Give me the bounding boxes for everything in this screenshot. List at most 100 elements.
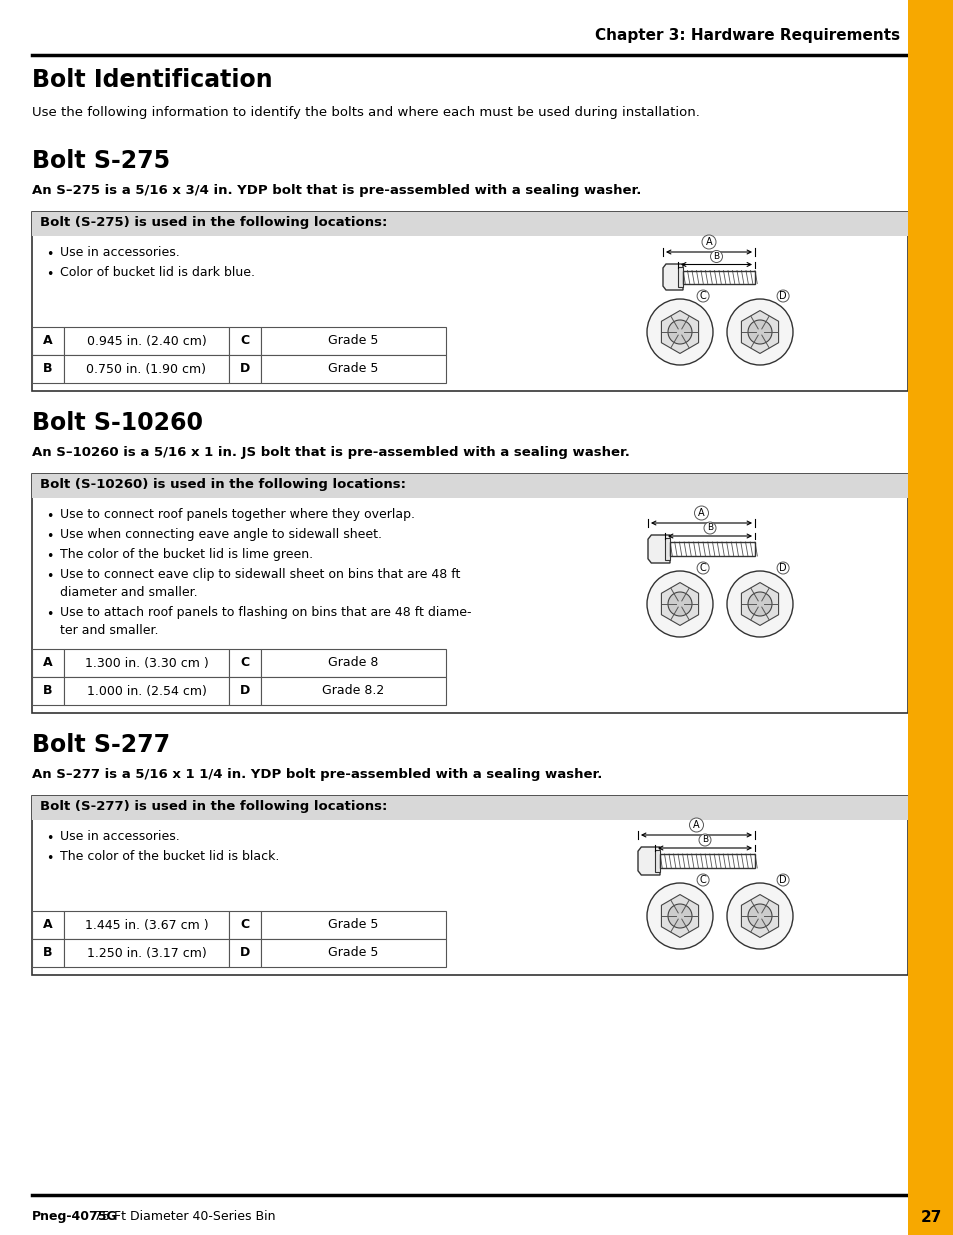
Polygon shape [638,847,659,876]
Bar [32,327,64,354]
Text: Use in accessories.: Use in accessories. [60,830,179,844]
Circle shape [726,299,792,366]
Bar [261,939,446,967]
Text: B: B [713,252,719,261]
Polygon shape [740,894,778,937]
Text: C: C [240,657,250,669]
Bar [32,911,64,939]
Text: •: • [47,530,53,543]
Text: C: C [699,876,706,885]
Text: •: • [47,852,53,864]
Text: D: D [779,291,786,301]
Circle shape [777,562,788,574]
Text: 0.750 in. (1.90 cm): 0.750 in. (1.90 cm) [87,363,206,375]
Circle shape [777,290,788,303]
Text: D: D [779,563,786,573]
Text: •: • [47,268,53,282]
Text: Bolt Identification: Bolt Identification [32,68,273,91]
Text: Grade 5: Grade 5 [328,919,378,931]
Bar [32,677,64,705]
Bar [678,267,682,288]
Text: Bolt (S-277) is used in the following locations:: Bolt (S-277) is used in the following lo… [40,800,387,813]
Text: A: A [705,237,712,247]
Bar [229,327,261,354]
Bar [669,542,754,556]
Text: A: A [43,657,52,669]
Circle shape [699,834,710,846]
Circle shape [667,904,691,927]
Circle shape [697,290,708,303]
Bar [664,537,669,561]
Circle shape [667,592,691,616]
Text: •: • [47,550,53,563]
Text: B: B [701,836,707,845]
Circle shape [694,506,708,520]
Circle shape [777,874,788,885]
Text: Bolt (S-10260) is used in the following locations:: Bolt (S-10260) is used in the following … [40,478,406,492]
Text: Use when connecting eave angle to sidewall sheet.: Use when connecting eave angle to sidewa… [60,529,381,541]
Text: B: B [43,363,52,375]
Bar [907,0,953,1235]
Text: 75 Ft Diameter 40-Series Bin: 75 Ft Diameter 40-Series Bin [90,1210,275,1223]
Text: Chapter 3: Hardware Requirements: Chapter 3: Hardware Requirements [595,28,899,43]
Bar [64,650,229,677]
Text: 1.445 in. (3.67 cm ): 1.445 in. (3.67 cm ) [85,919,208,931]
Bar [32,354,64,383]
Text: A: A [43,335,52,347]
Text: Bolt S-10260: Bolt S-10260 [32,411,203,435]
Text: Use the following information to identify the bolts and where each must be used : Use the following information to identif… [32,106,700,119]
Bar [229,354,261,383]
Circle shape [726,883,792,948]
Bar [261,327,446,354]
Bar [229,677,261,705]
Bar [261,650,446,677]
Bar [64,354,229,383]
Bar [32,797,907,820]
Text: D: D [779,876,786,885]
Text: C: C [240,335,250,347]
Text: Use in accessories.: Use in accessories. [60,246,179,259]
Bar [261,911,446,939]
Text: A: A [693,820,700,830]
Text: B: B [706,524,712,532]
Circle shape [697,562,708,574]
Bar [32,939,64,967]
Circle shape [747,320,771,345]
Text: 27: 27 [920,1210,941,1225]
Text: 1.000 in. (2.54 cm): 1.000 in. (2.54 cm) [87,684,206,698]
Bar [64,939,229,967]
Bar [229,939,261,967]
Polygon shape [660,583,698,625]
Text: 0.945 in. (2.40 cm): 0.945 in. (2.40 cm) [87,335,206,347]
Text: Bolt S-277: Bolt S-277 [32,734,170,757]
Text: Color of bucket lid is dark blue.: Color of bucket lid is dark blue. [60,266,254,279]
Bar [32,212,907,236]
Text: 1.300 in. (3.30 cm ): 1.300 in. (3.30 cm ) [85,657,208,669]
Text: •: • [47,832,53,845]
Text: Use to connect roof panels together where they overlap.: Use to connect roof panels together wher… [60,508,415,521]
Circle shape [689,818,702,832]
Text: B: B [43,946,52,960]
Text: Use to connect eave clip to sidewall sheet on bins that are 48 ft: Use to connect eave clip to sidewall she… [60,568,460,580]
Polygon shape [647,535,669,563]
Bar [655,850,659,872]
Text: Grade 5: Grade 5 [328,946,378,960]
Circle shape [726,571,792,637]
Text: C: C [240,919,250,931]
Text: D: D [239,363,250,375]
Circle shape [646,571,712,637]
Circle shape [747,592,771,616]
Polygon shape [740,583,778,625]
Text: Grade 5: Grade 5 [328,363,378,375]
Text: 1.250 in. (3.17 cm): 1.250 in. (3.17 cm) [87,946,206,960]
Bar [32,474,907,498]
Text: •: • [47,608,53,621]
Text: An S–275 is a 5/16 x 3/4 in. YDP bolt that is pre-assembled with a sealing washe: An S–275 is a 5/16 x 3/4 in. YDP bolt th… [32,184,640,198]
Bar [32,650,64,677]
Text: diameter and smaller.: diameter and smaller. [60,585,197,599]
Text: Bolt S-275: Bolt S-275 [32,149,170,173]
Circle shape [701,235,716,249]
Polygon shape [660,894,698,937]
Circle shape [747,904,771,927]
Polygon shape [660,310,698,353]
